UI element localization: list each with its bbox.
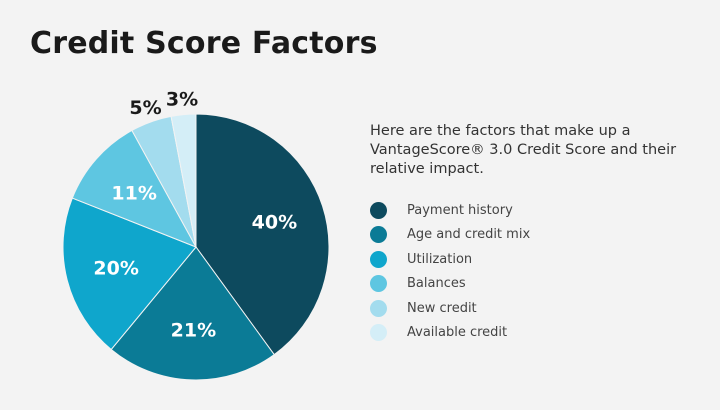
legend-swatch	[370, 201, 387, 219]
legend-swatch	[370, 324, 387, 342]
chart-description: Here are the factors that make up a Vant…	[370, 123, 677, 177]
pie-slice-available-credit	[170, 113, 197, 248]
legend-swatch	[370, 250, 387, 268]
legend-label: Age and credit mix	[407, 227, 531, 243]
slice-label: 40%	[252, 212, 297, 234]
legend-label: Available credit	[407, 325, 508, 341]
legend-label: Balances	[407, 276, 466, 292]
legend-label: Payment history	[407, 202, 513, 218]
legend: Payment history Age and credit mix Utiliza…	[370, 198, 530, 345]
legend-item: Available credit	[370, 321, 530, 346]
pie-slice-payment-history	[195, 113, 330, 356]
legend-swatch	[370, 275, 387, 293]
slice-label: 3%	[166, 89, 198, 111]
legend-item: Utilization	[370, 247, 530, 272]
pie-slice-age-and-credit-mix	[110, 246, 275, 381]
legend-item: Payment history	[370, 198, 530, 223]
chart-title: Credit Score Factors	[30, 26, 378, 61]
slice-label: 20%	[93, 258, 138, 280]
pie-slice-utilization	[62, 197, 197, 351]
slice-label: 11%	[111, 182, 156, 204]
legend-label: Utilization	[407, 251, 473, 267]
pie-slice-balances	[71, 129, 198, 248]
slice-label: 21%	[171, 319, 216, 341]
legend-label: New credit	[407, 300, 477, 316]
legend-item: Balances	[370, 272, 530, 297]
legend-swatch	[370, 299, 387, 317]
legend-item: New credit	[370, 296, 530, 321]
legend-item: Age and credit mix	[370, 223, 530, 248]
legend-swatch	[370, 226, 387, 244]
slice-label: 5%	[129, 97, 161, 119]
